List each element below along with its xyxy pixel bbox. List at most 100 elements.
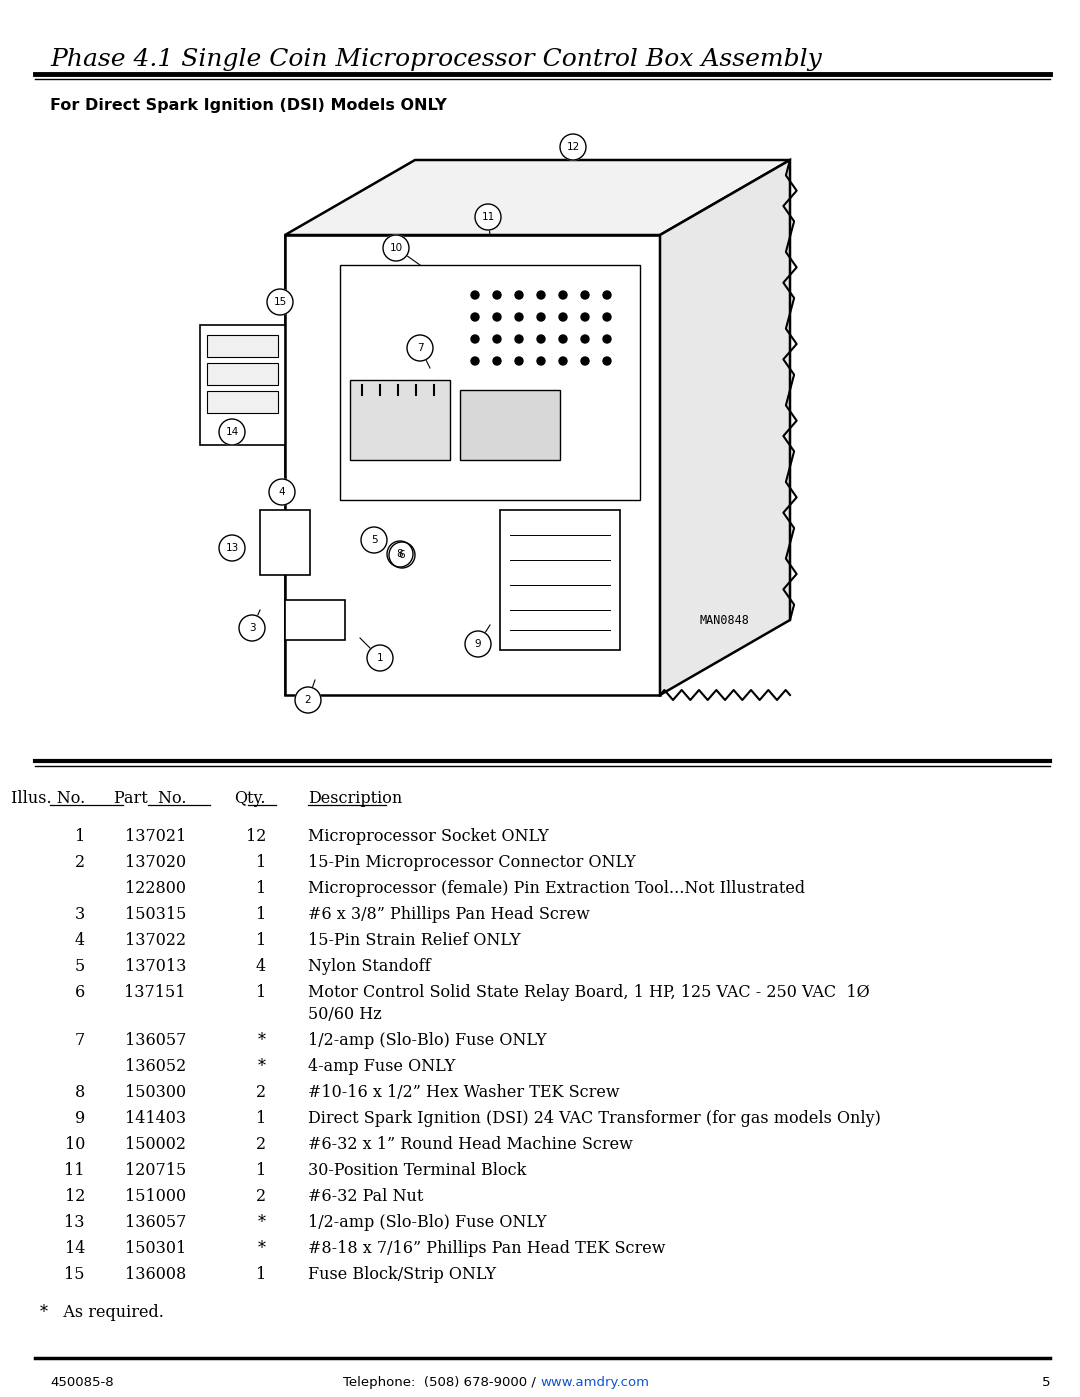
- Text: 136057: 136057: [124, 1032, 186, 1049]
- Circle shape: [537, 291, 545, 299]
- Text: 14: 14: [226, 427, 239, 437]
- Text: 1: 1: [75, 828, 85, 845]
- Text: Qty.: Qty.: [234, 789, 266, 807]
- Circle shape: [387, 541, 413, 567]
- Circle shape: [537, 335, 545, 344]
- Text: 4-amp Fuse ONLY: 4-amp Fuse ONLY: [308, 1058, 456, 1076]
- Text: *: *: [258, 1032, 266, 1049]
- Text: 1: 1: [377, 652, 383, 664]
- Circle shape: [492, 335, 501, 344]
- Text: 1: 1: [256, 1162, 266, 1179]
- Text: 13: 13: [226, 543, 239, 553]
- Circle shape: [471, 358, 480, 365]
- Circle shape: [581, 335, 589, 344]
- Circle shape: [219, 535, 245, 562]
- Circle shape: [581, 291, 589, 299]
- Circle shape: [361, 527, 387, 553]
- Text: #6-32 Pal Nut: #6-32 Pal Nut: [308, 1187, 423, 1206]
- Circle shape: [471, 291, 480, 299]
- Circle shape: [603, 358, 611, 365]
- Text: For Direct Spark Ignition (DSI) Models ONLY: For Direct Spark Ignition (DSI) Models O…: [50, 98, 447, 113]
- Circle shape: [603, 291, 611, 299]
- Text: 4: 4: [279, 488, 285, 497]
- Text: *: *: [258, 1058, 266, 1076]
- Polygon shape: [350, 380, 450, 460]
- Circle shape: [471, 313, 480, 321]
- Text: 136008: 136008: [125, 1266, 186, 1282]
- Text: 9: 9: [75, 1111, 85, 1127]
- Text: 1: 1: [256, 854, 266, 870]
- Text: 136052: 136052: [125, 1058, 186, 1076]
- Text: 137151: 137151: [124, 983, 186, 1002]
- Text: 137021: 137021: [125, 828, 186, 845]
- Polygon shape: [207, 363, 278, 386]
- Text: 151000: 151000: [125, 1187, 186, 1206]
- Polygon shape: [285, 599, 345, 640]
- Text: #6 x 3/8” Phillips Pan Head Screw: #6 x 3/8” Phillips Pan Head Screw: [308, 907, 590, 923]
- Text: 2: 2: [256, 1136, 266, 1153]
- Text: 30-Position Terminal Block: 30-Position Terminal Block: [308, 1162, 526, 1179]
- Circle shape: [559, 291, 567, 299]
- Text: 1: 1: [256, 907, 266, 923]
- Text: 137020: 137020: [125, 854, 186, 870]
- Text: 1: 1: [256, 1111, 266, 1127]
- Polygon shape: [460, 390, 561, 460]
- Text: #6-32 x 1” Round Head Machine Screw: #6-32 x 1” Round Head Machine Screw: [308, 1136, 633, 1153]
- Text: 6: 6: [75, 983, 85, 1002]
- Text: 1: 1: [256, 983, 266, 1002]
- Text: 15-Pin Strain Relief ONLY: 15-Pin Strain Relief ONLY: [308, 932, 521, 949]
- Text: 5: 5: [1041, 1376, 1050, 1389]
- Text: 137022: 137022: [125, 932, 186, 949]
- Text: 450085-8: 450085-8: [50, 1376, 113, 1389]
- Text: 141403: 141403: [125, 1111, 186, 1127]
- Text: www.amdry.com: www.amdry.com: [540, 1376, 649, 1389]
- Text: 15: 15: [65, 1266, 85, 1282]
- Text: 6: 6: [399, 550, 405, 560]
- Text: 136057: 136057: [124, 1214, 186, 1231]
- Circle shape: [537, 358, 545, 365]
- Polygon shape: [340, 265, 640, 500]
- Text: 12: 12: [245, 828, 266, 845]
- Polygon shape: [260, 510, 310, 576]
- Text: Nylon Standoff: Nylon Standoff: [308, 958, 431, 975]
- Text: 7: 7: [75, 1032, 85, 1049]
- Text: 50/60 Hz: 50/60 Hz: [308, 1006, 381, 1023]
- Polygon shape: [285, 161, 789, 235]
- Text: 2: 2: [256, 1084, 266, 1101]
- Text: 11: 11: [482, 212, 495, 222]
- Circle shape: [389, 542, 415, 569]
- Text: #8-18 x 7/16” Phillips Pan Head TEK Screw: #8-18 x 7/16” Phillips Pan Head TEK Scre…: [308, 1241, 665, 1257]
- Polygon shape: [200, 326, 285, 446]
- Text: 120715: 120715: [125, 1162, 186, 1179]
- Circle shape: [559, 335, 567, 344]
- Circle shape: [492, 291, 501, 299]
- Polygon shape: [500, 510, 620, 650]
- Circle shape: [515, 313, 523, 321]
- Text: 2: 2: [75, 854, 85, 870]
- Text: 5: 5: [75, 958, 85, 975]
- Text: Description: Description: [308, 789, 402, 807]
- Text: 9: 9: [475, 638, 482, 650]
- Circle shape: [603, 335, 611, 344]
- Circle shape: [492, 358, 501, 365]
- Polygon shape: [660, 161, 789, 694]
- Text: 15: 15: [273, 298, 286, 307]
- Text: *: *: [258, 1241, 266, 1257]
- Circle shape: [515, 358, 523, 365]
- Text: 2: 2: [305, 694, 311, 705]
- Circle shape: [239, 615, 265, 641]
- Text: Illus. No.: Illus. No.: [11, 789, 85, 807]
- Text: #10-16 x 1/2” Hex Washer TEK Screw: #10-16 x 1/2” Hex Washer TEK Screw: [308, 1084, 620, 1101]
- Circle shape: [267, 289, 293, 314]
- Polygon shape: [207, 335, 278, 358]
- Text: 1: 1: [256, 932, 266, 949]
- Text: 1: 1: [256, 880, 266, 897]
- Circle shape: [537, 313, 545, 321]
- Polygon shape: [207, 391, 278, 414]
- Text: Motor Control Solid State Relay Board, 1 HP, 125 VAC - 250 VAC  1Ø: Motor Control Solid State Relay Board, 1…: [308, 983, 869, 1002]
- Text: *   As required.: * As required.: [40, 1303, 164, 1322]
- Circle shape: [515, 335, 523, 344]
- Text: 4: 4: [256, 958, 266, 975]
- Text: 150300: 150300: [125, 1084, 186, 1101]
- Circle shape: [295, 687, 321, 712]
